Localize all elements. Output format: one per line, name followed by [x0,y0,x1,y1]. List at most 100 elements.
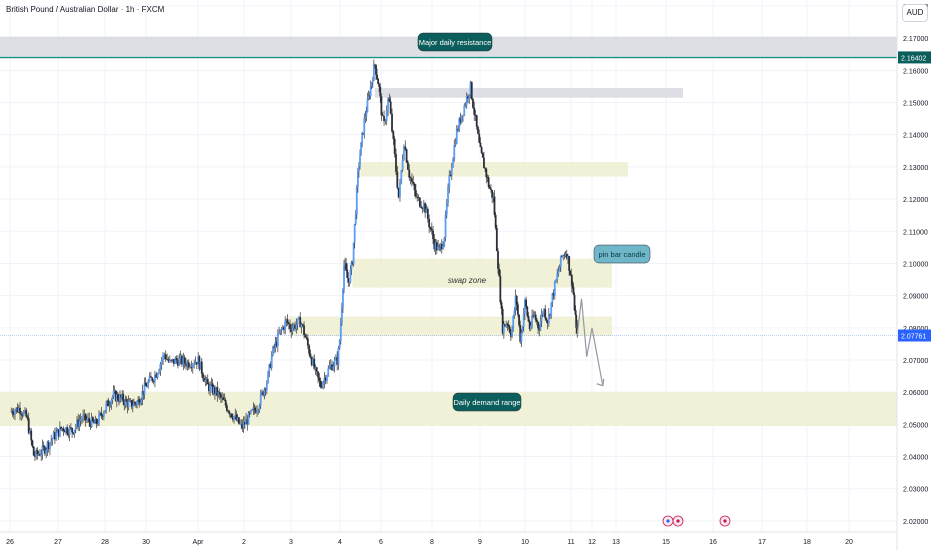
candle-body [445,203,448,215]
candle-body [252,407,255,410]
candle-body [212,386,215,394]
candle-body [115,394,118,402]
candle-body [327,368,330,376]
candle-body [168,359,171,362]
candle-body [303,325,305,336]
candle-body [205,378,208,380]
candle-body [214,386,216,394]
candle-body [574,310,576,312]
candle-body [532,315,535,317]
candle-body [22,411,25,416]
candle-body [78,420,81,427]
candle-body [317,371,319,378]
candle-body [527,315,530,322]
candle-body [246,419,249,425]
candle-body [84,413,87,421]
candle-body [448,174,451,187]
candle-body [108,405,111,407]
candle-body [559,255,562,267]
candle-body [190,367,193,368]
candle-body [329,364,332,367]
candle-body [515,295,518,305]
currency-button[interactable]: AUD [902,4,928,22]
major-resistance-label: Major daily resistance [417,32,493,52]
candle-body [25,410,28,417]
candle-body [243,422,246,425]
candle-body [151,377,154,381]
candle-body [324,377,327,381]
candle-body [305,337,308,339]
candle-body [80,419,83,420]
candle-body [143,383,146,395]
candle-body [430,228,433,231]
candle-body [333,359,336,367]
candle-body [551,293,554,303]
candle-body [276,333,279,346]
candle-body [383,116,385,122]
candle-body [82,415,84,420]
candle-body [206,378,209,385]
candle-body [409,177,412,179]
candle-body [74,426,77,430]
candle-body [376,74,378,79]
major-resistance-label-bg [417,32,493,52]
candle-body [412,181,415,184]
candle-body [274,341,277,349]
x-tick-label: 3 [289,539,293,546]
candle-body [381,115,384,117]
candle-body [116,394,119,400]
candle-body [478,133,481,143]
candle-body [531,315,533,326]
candle-body [494,214,497,228]
candle-body [203,378,206,382]
y-tick-label: 2.02000 [903,519,928,526]
price-axis[interactable]: 2.180002.170002.160002.150002.140002.130… [896,0,931,550]
candle-body [137,399,140,402]
candle-body [312,358,314,365]
candle-body [543,309,545,314]
candle-body [421,207,424,209]
candle-body [233,416,235,420]
candle-body [124,398,127,406]
candle-body [164,354,167,360]
candle-body [364,116,367,119]
candle-body [131,405,134,408]
candle-body [248,412,251,414]
projection-path [576,298,604,386]
x-tick-label: 20 [845,539,853,546]
candle-body [10,411,13,412]
candle-body [31,440,34,447]
candle-body [175,358,178,361]
candle-body [136,401,138,405]
candle-body [331,364,333,371]
candle-body [15,407,18,411]
candle-body [198,356,201,370]
candle-body [353,223,356,243]
candle-body [509,332,512,337]
candle-body [158,370,160,374]
candle-body [46,442,49,450]
time-axis[interactable]: 26 27 28 30 Apr 2 3 4 6 8 9 10 11 12 13 15 16 17 18 20 [0,531,897,546]
candle-body [567,256,569,259]
candle-body [224,400,227,406]
candle-body [407,162,409,170]
candle-body [465,96,468,105]
candle-body [44,447,46,454]
candle-body [101,415,104,417]
candle-body [187,362,190,368]
candle-body [120,394,122,398]
event-icon-dot [723,519,727,523]
candle-body [345,263,348,270]
candle-body [405,149,408,163]
candle-body [138,399,141,405]
candle-body [155,374,158,378]
candle-body [63,430,66,433]
candle-body [504,324,506,327]
candle-body [294,324,297,329]
candle-body [186,362,189,367]
candle-body [351,262,354,265]
candle-body [363,118,366,135]
candle-body [114,390,117,402]
candle-body [447,186,449,204]
